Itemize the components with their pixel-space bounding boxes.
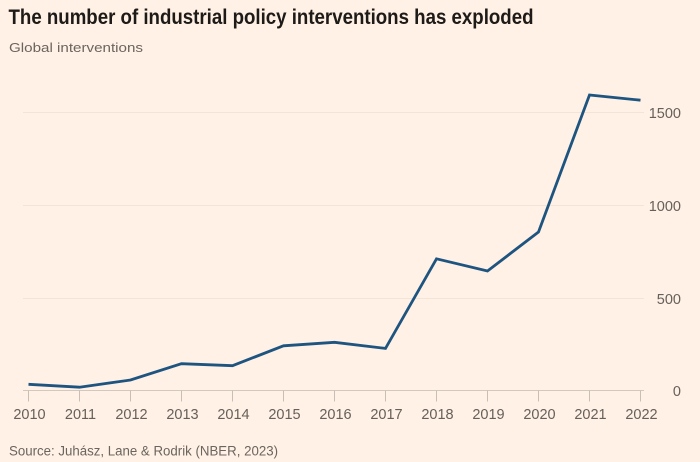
svg-text:2011: 2011 xyxy=(65,407,96,423)
svg-text:2015: 2015 xyxy=(268,407,300,423)
svg-text:2016: 2016 xyxy=(319,407,351,423)
svg-text:2013: 2013 xyxy=(166,407,198,423)
svg-text:0: 0 xyxy=(673,384,681,400)
svg-text:2021: 2021 xyxy=(574,407,606,423)
svg-text:2022: 2022 xyxy=(625,407,657,423)
svg-text:500: 500 xyxy=(657,292,681,308)
svg-text:1000: 1000 xyxy=(649,199,681,215)
svg-text:2014: 2014 xyxy=(217,407,249,423)
svg-text:Source: Juhász, Lane & Rodrik: Source: Juhász, Lane & Rodrik (NBER, 202… xyxy=(9,443,278,458)
svg-text:2017: 2017 xyxy=(370,407,402,423)
svg-text:2012: 2012 xyxy=(115,407,147,423)
svg-text:The number of industrial polic: The number of industrial policy interven… xyxy=(9,6,534,29)
svg-text:2019: 2019 xyxy=(472,407,504,423)
svg-text:2018: 2018 xyxy=(421,407,453,423)
svg-text:2010: 2010 xyxy=(13,407,45,423)
svg-text:2020: 2020 xyxy=(523,407,555,423)
svg-text:Global interventions: Global interventions xyxy=(9,40,144,55)
svg-text:1500: 1500 xyxy=(649,106,681,122)
